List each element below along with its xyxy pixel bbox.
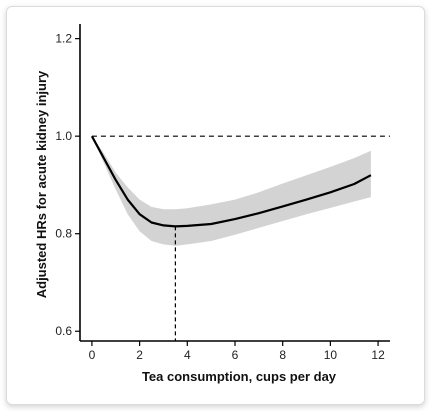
x-tick-label: 6 <box>232 348 239 362</box>
y-tick-label: 1.2 <box>55 32 72 46</box>
y-axis-title: Adjusted HRs for acute kidney injury <box>34 70 49 298</box>
x-tick-label: 4 <box>184 348 191 362</box>
y-tick-label: 0.8 <box>55 227 72 241</box>
x-tick-label: 2 <box>136 348 143 362</box>
x-tick-label: 8 <box>279 348 286 362</box>
confidence-band <box>91 136 371 246</box>
x-tick-label: 12 <box>371 348 385 362</box>
x-tick-label: 0 <box>89 348 96 362</box>
y-tick-label: 0.6 <box>55 324 72 338</box>
x-tick-label: 10 <box>324 348 338 362</box>
y-tick-label: 1.0 <box>55 129 72 143</box>
hr-curve <box>90 135 372 228</box>
x-axis-title: Tea consumption, cups per day <box>142 369 337 384</box>
